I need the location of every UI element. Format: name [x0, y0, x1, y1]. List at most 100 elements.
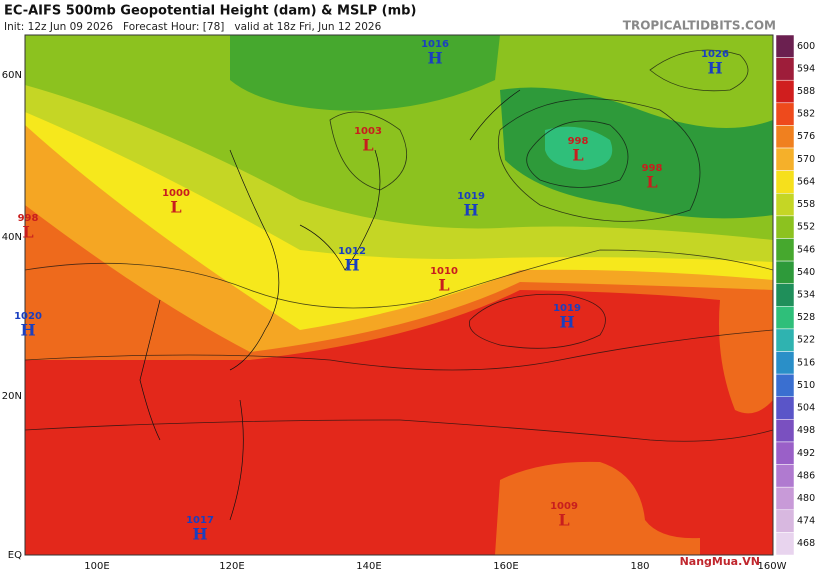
colorbar-label: 480 — [797, 493, 815, 504]
colorbar-swatch — [775, 34, 795, 58]
lon-label: 100E — [84, 561, 109, 572]
colorbar-label: 510 — [797, 380, 815, 391]
pressure-center-letter: L — [22, 223, 33, 242]
colorbar: 600 594 588 582 576 570 564 558 552 546 540 534 528 5… — [775, 34, 815, 556]
colorbar-label: 534 — [797, 290, 815, 301]
pressure-center-value: 1019 — [553, 303, 581, 314]
colorbar-swatch — [775, 373, 795, 397]
pressure-center-value: 1016 — [421, 39, 449, 50]
colorbar-label: 570 — [797, 154, 815, 165]
colorbar-label: 540 — [797, 267, 815, 278]
isobar — [526, 120, 629, 188]
lon-label: 160E — [493, 561, 518, 572]
field-540 — [545, 126, 613, 170]
colorbar-swatch — [775, 283, 795, 307]
pressure-centers: 1016H1003L1026H998L998L1000L1019H998L101… — [14, 39, 729, 544]
colorbar-swatch — [775, 102, 795, 126]
lon-label: 160W — [758, 561, 787, 572]
source-label: TROPICALTIDBITS.COM — [623, 19, 776, 33]
pressure-center-value: 1012 — [338, 246, 366, 257]
lon-label: 120E — [219, 561, 244, 572]
field-582-south — [495, 461, 700, 555]
isobar — [25, 249, 773, 309]
colorbar-swatch — [775, 193, 795, 217]
colorbar-swatch — [775, 464, 795, 488]
pressure-center-value: 1003 — [354, 126, 382, 137]
colorbar-label: 474 — [797, 516, 815, 527]
pressure-center-letter: L — [438, 276, 449, 295]
map-subtitle: Init: 12z Jun 09 2026 Forecast Hour: [78… — [4, 21, 382, 33]
colorbar-label: 516 — [797, 357, 815, 368]
colorbar-label: 546 — [797, 244, 815, 255]
colorbar-label: 504 — [797, 403, 815, 414]
axis-labels: 60N 40N 20N EQ 100E 120E 140E 160E 180 160W — [2, 70, 787, 572]
map-title: EC-AIFS 500mb Geopotential Height (dam) … — [4, 4, 416, 19]
colorbar-swatch — [775, 486, 795, 511]
lon-label: 140E — [356, 561, 381, 572]
pressure-center-letter: L — [362, 136, 373, 155]
colorbar-label: 564 — [797, 176, 815, 187]
pressure-center-value: 998 — [568, 136, 589, 147]
isobar — [329, 111, 408, 191]
colorbar-swatch — [775, 260, 795, 284]
map-field — [25, 35, 773, 555]
colorbar-swatch — [775, 441, 795, 465]
lat-label: 60N — [2, 70, 22, 81]
pressure-center-value: 1000 — [162, 188, 190, 199]
watermark: NangMua.VN — [680, 555, 760, 568]
colorbar-swatch — [775, 328, 795, 352]
colorbar-label: 528 — [797, 312, 815, 323]
pressure-center-letter: H — [427, 49, 442, 68]
colorbar-swatch — [775, 238, 795, 262]
colorbar-label: 522 — [797, 335, 815, 346]
colorbar-swatch — [775, 509, 795, 533]
pressure-center-letter: H — [344, 256, 359, 275]
colorbar-label: 492 — [797, 448, 815, 459]
colorbar-swatch — [775, 306, 795, 330]
pressure-center-value: 1010 — [430, 266, 458, 277]
colorbar-label: 498 — [797, 425, 815, 436]
pressure-center-letter: L — [572, 146, 583, 165]
colorbar-swatch — [775, 125, 795, 149]
lat-label: 40N — [2, 232, 22, 243]
pressure-center-letter: H — [192, 525, 207, 544]
pressure-center-letter: L — [558, 511, 569, 530]
pressure-center-value: 1020 — [14, 311, 42, 322]
lat-label: EQ — [8, 550, 22, 561]
colorbar-swatch — [775, 351, 795, 375]
colorbar-swatch — [775, 79, 795, 104]
lon-label: 180 — [630, 561, 649, 572]
pressure-center-value: 1019 — [457, 191, 485, 202]
field-552 — [230, 35, 500, 111]
pressure-center-value: 1017 — [186, 515, 214, 526]
pressure-center-value: 998 — [18, 213, 39, 224]
colorbar-label: 582 — [797, 109, 815, 120]
colorbar-swatch — [775, 215, 795, 239]
pressure-center-value: 1026 — [701, 49, 729, 60]
colorbar-swatch — [775, 532, 795, 556]
isobar — [498, 98, 701, 222]
pressure-center-letter: H — [463, 201, 478, 220]
field-546 — [500, 87, 773, 219]
colorbar-swatch — [775, 396, 795, 420]
pressure-center-value: 998 — [642, 163, 663, 174]
pressure-center-letter: L — [170, 198, 181, 217]
colorbar-label: 594 — [797, 63, 815, 74]
isobar — [25, 329, 773, 371]
colorbar-label: 576 — [797, 131, 815, 142]
colorbar-swatch — [775, 419, 795, 443]
colorbar-swatch — [775, 170, 795, 194]
colorbar-label: 552 — [797, 222, 815, 233]
isobar — [468, 293, 606, 349]
colorbar-label: 600 — [797, 41, 815, 52]
pressure-center-value: 1009 — [550, 501, 578, 512]
colorbar-swatch — [775, 147, 795, 171]
lat-label: 20N — [2, 391, 22, 402]
colorbar-label: 468 — [797, 538, 815, 549]
pressure-center-letter: H — [707, 59, 722, 78]
pressure-center-letter: H — [20, 321, 35, 340]
pressure-center-letter: L — [646, 173, 657, 192]
colorbar-label: 588 — [797, 86, 815, 97]
coastline — [139, 89, 521, 521]
